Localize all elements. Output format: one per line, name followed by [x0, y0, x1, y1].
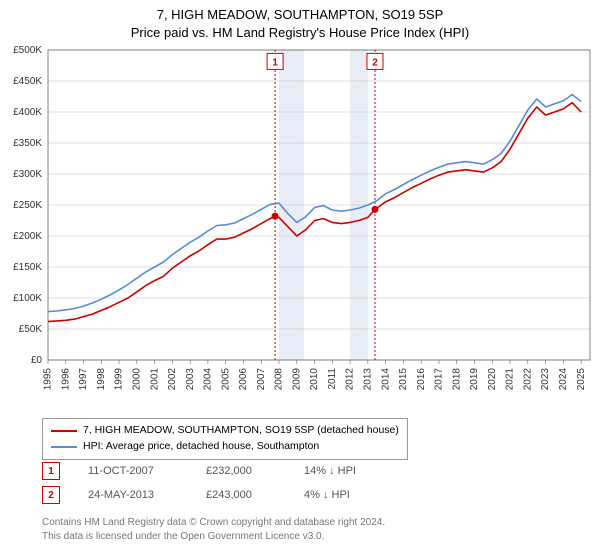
sales-table: 1 11-OCT-2007 £232,000 14% ↓ HPI 2 24-MA… — [42, 462, 394, 510]
legend-box: 7, HIGH MEADOW, SOUTHAMPTON, SO19 5SP (d… — [42, 418, 408, 460]
svg-text:2024: 2024 — [558, 368, 569, 391]
sale-price: £243,000 — [206, 489, 276, 501]
svg-text:1997: 1997 — [78, 368, 89, 391]
chart-container: 7, HIGH MEADOW, SOUTHAMPTON, SO19 5SP Pr… — [0, 0, 600, 560]
sale-row: 2 24-MAY-2013 £243,000 4% ↓ HPI — [42, 486, 394, 504]
sale-badge: 2 — [42, 486, 60, 504]
svg-text:£0: £0 — [31, 355, 43, 366]
sale-delta: 4% ↓ HPI — [304, 489, 394, 501]
svg-text:1: 1 — [272, 57, 278, 68]
svg-text:£450K: £450K — [13, 76, 42, 87]
legend-row: HPI: Average price, detached house, Sout… — [51, 439, 399, 455]
legend-label: 7, HIGH MEADOW, SOUTHAMPTON, SO19 5SP (d… — [83, 423, 399, 439]
svg-text:2014: 2014 — [380, 368, 391, 391]
svg-text:2005: 2005 — [220, 368, 231, 391]
sale-date: 24-MAY-2013 — [88, 489, 178, 501]
legend-swatch — [51, 446, 77, 448]
svg-text:2007: 2007 — [256, 368, 267, 391]
svg-text:£300K: £300K — [13, 169, 42, 180]
title-line-2: Price paid vs. HM Land Registry's House … — [0, 24, 600, 42]
svg-text:2018: 2018 — [451, 368, 462, 391]
sale-row: 1 11-OCT-2007 £232,000 14% ↓ HPI — [42, 462, 394, 480]
svg-text:£100K: £100K — [13, 293, 42, 304]
svg-text:2008: 2008 — [274, 368, 285, 391]
legend-row: 7, HIGH MEADOW, SOUTHAMPTON, SO19 5SP (d… — [51, 423, 399, 439]
svg-text:2006: 2006 — [238, 368, 249, 391]
svg-text:2010: 2010 — [309, 368, 320, 391]
svg-text:£400K: £400K — [13, 107, 42, 118]
legend-label: HPI: Average price, detached house, Sout… — [83, 439, 319, 455]
svg-text:2012: 2012 — [345, 368, 356, 391]
svg-text:£50K: £50K — [19, 324, 43, 335]
svg-text:2016: 2016 — [416, 368, 427, 391]
chart-title-block: 7, HIGH MEADOW, SOUTHAMPTON, SO19 5SP Pr… — [0, 0, 600, 42]
svg-text:2017: 2017 — [434, 368, 445, 391]
svg-text:2019: 2019 — [469, 368, 480, 391]
sale-date: 11-OCT-2007 — [88, 465, 178, 477]
svg-text:2011: 2011 — [327, 368, 338, 390]
svg-text:2025: 2025 — [576, 368, 587, 391]
svg-text:£150K: £150K — [13, 262, 42, 273]
footnote: Contains HM Land Registry data © Crown c… — [42, 516, 385, 543]
svg-text:2022: 2022 — [522, 368, 533, 391]
svg-text:2004: 2004 — [203, 368, 214, 391]
svg-text:1995: 1995 — [43, 368, 54, 391]
sale-badge: 1 — [42, 462, 60, 480]
chart-svg: £0 £50K £100K £150K £200K £250K £300K £350K £400… — [0, 44, 600, 414]
svg-text:2000: 2000 — [131, 368, 142, 391]
svg-text:2002: 2002 — [167, 368, 178, 391]
sale-delta: 14% ↓ HPI — [304, 465, 394, 477]
svg-text:2001: 2001 — [149, 368, 160, 391]
sale-price: £232,000 — [206, 465, 276, 477]
svg-text:2: 2 — [372, 57, 378, 68]
title-line-1: 7, HIGH MEADOW, SOUTHAMPTON, SO19 5SP — [0, 6, 600, 24]
svg-text:2020: 2020 — [487, 368, 498, 391]
svg-text:£200K: £200K — [13, 231, 42, 242]
svg-text:2023: 2023 — [540, 368, 551, 391]
svg-text:2003: 2003 — [185, 368, 196, 391]
svg-text:2021: 2021 — [505, 368, 516, 391]
footnote-line-2: This data is licensed under the Open Gov… — [42, 530, 385, 544]
footnote-line-1: Contains HM Land Registry data © Crown c… — [42, 516, 385, 530]
svg-text:£500K: £500K — [13, 45, 42, 56]
chart-plot: £0 £50K £100K £150K £200K £250K £300K £350K £400… — [0, 44, 600, 414]
svg-text:1999: 1999 — [114, 368, 125, 391]
svg-text:2013: 2013 — [363, 368, 374, 391]
svg-text:£350K: £350K — [13, 138, 42, 149]
svg-text:£250K: £250K — [13, 200, 42, 211]
legend-swatch — [51, 430, 77, 432]
svg-text:1998: 1998 — [96, 368, 107, 391]
svg-text:1996: 1996 — [60, 368, 71, 391]
svg-text:2015: 2015 — [398, 368, 409, 391]
svg-text:2009: 2009 — [291, 368, 302, 391]
